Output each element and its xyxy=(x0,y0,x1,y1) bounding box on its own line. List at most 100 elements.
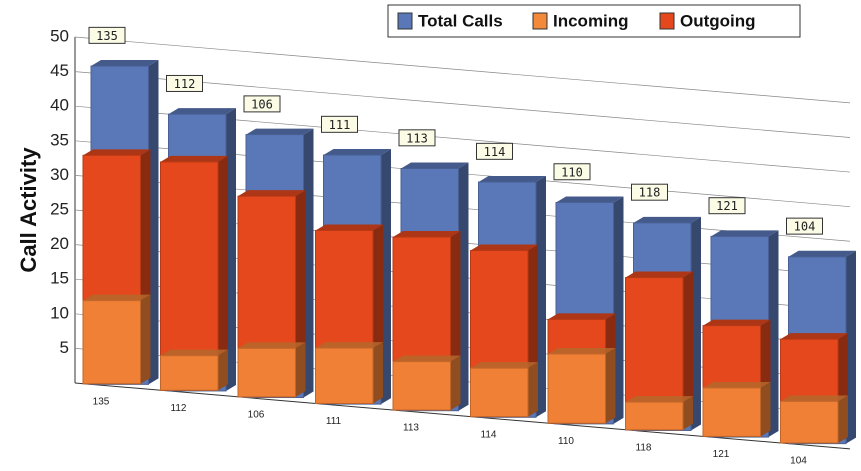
bar-top xyxy=(470,244,538,251)
bar xyxy=(82,300,141,385)
bar xyxy=(392,355,461,411)
bar-side xyxy=(303,128,314,398)
bar-top xyxy=(238,342,306,349)
bar-top xyxy=(323,149,391,156)
legend-swatch xyxy=(659,12,675,30)
bar xyxy=(780,395,848,444)
bar-side xyxy=(218,155,228,391)
x-tick-label: 113 xyxy=(403,423,419,434)
data-label: 111 xyxy=(329,118,351,132)
legend-label: Total Calls xyxy=(418,11,503,30)
bar-top xyxy=(788,250,856,257)
y-tick-label: 20 xyxy=(50,234,69,253)
y-tick-label: 15 xyxy=(50,269,69,288)
data-label: 118 xyxy=(639,186,661,200)
bar-side xyxy=(683,396,693,430)
bar-side xyxy=(295,342,306,397)
bar xyxy=(547,353,606,424)
bar-top xyxy=(168,108,236,115)
y-tick-label: 10 xyxy=(50,303,69,322)
x-tick-label: 104 xyxy=(790,456,807,467)
bar-top xyxy=(780,333,848,340)
bar xyxy=(470,367,529,418)
bar xyxy=(547,348,616,424)
legend-swatch xyxy=(397,12,413,30)
bar-top xyxy=(393,231,461,238)
y-tick-label: 5 xyxy=(60,338,69,357)
y-tick-label: 25 xyxy=(50,199,69,218)
label-box xyxy=(166,74,203,92)
x-tick-label: 111 xyxy=(326,416,342,427)
bar-side xyxy=(768,230,779,438)
bar-top xyxy=(83,294,151,301)
bar-side xyxy=(226,108,236,391)
x-tick-label: 114 xyxy=(481,429,497,440)
data-label: 114 xyxy=(484,145,506,159)
bar-top xyxy=(556,196,624,203)
label-box xyxy=(553,163,591,181)
bar-top xyxy=(160,349,228,356)
bar-side xyxy=(381,149,391,405)
y-tick-label: 30 xyxy=(50,165,69,184)
bar-top xyxy=(478,176,546,183)
bar xyxy=(555,196,624,425)
bar-top xyxy=(780,395,848,402)
bar-side xyxy=(140,294,151,384)
x-axis xyxy=(74,382,851,450)
label-box xyxy=(398,129,436,147)
bar-side xyxy=(536,176,546,418)
bar-side xyxy=(846,250,856,444)
bar xyxy=(470,362,538,418)
label-box xyxy=(88,26,126,44)
bar xyxy=(237,342,306,398)
label-box xyxy=(631,183,668,201)
bar-top xyxy=(393,355,461,362)
grid-line xyxy=(74,71,851,138)
bar-side xyxy=(605,348,616,424)
bar-top xyxy=(401,162,469,169)
bar-top xyxy=(246,128,314,135)
bar xyxy=(625,396,693,431)
bar-top xyxy=(711,230,779,237)
bar-side xyxy=(760,381,771,437)
x-tick-label: 118 xyxy=(636,442,652,453)
bar-top xyxy=(625,271,693,278)
bar xyxy=(315,342,383,404)
label-box xyxy=(786,217,823,235)
data-label: 121 xyxy=(716,199,738,213)
bar xyxy=(625,401,684,431)
bar-top xyxy=(238,190,306,197)
data-label: 110 xyxy=(561,165,583,179)
bar-side xyxy=(218,349,228,391)
bar-side xyxy=(450,355,461,411)
y-tick-label: 40 xyxy=(50,96,69,115)
bar-top xyxy=(83,149,151,156)
bar-top xyxy=(548,348,616,355)
data-label: 113 xyxy=(406,131,428,145)
bar xyxy=(160,349,228,391)
x-tick-label: 135 xyxy=(93,396,110,407)
bar-top xyxy=(633,216,701,223)
data-label: 104 xyxy=(794,220,816,234)
bar-side xyxy=(613,196,624,424)
legend-label: Outgoing xyxy=(680,11,756,30)
x-tick-label: 112 xyxy=(171,403,187,414)
bar xyxy=(160,355,219,391)
data-label: 112 xyxy=(174,77,196,91)
label-box xyxy=(476,142,513,160)
bar-side xyxy=(458,162,469,411)
grid-line xyxy=(74,36,851,104)
bar xyxy=(237,347,296,398)
y-tick-label: 45 xyxy=(50,61,69,80)
x-tick-label: 106 xyxy=(248,409,265,420)
bar-side xyxy=(691,216,701,431)
x-tick-label: 121 xyxy=(713,449,730,460)
y-tick-label: 35 xyxy=(50,130,69,149)
bar-top xyxy=(470,362,538,369)
x-tick-label: 110 xyxy=(558,436,574,447)
bar-side xyxy=(683,271,693,430)
bar-top xyxy=(703,381,771,388)
bar-side xyxy=(148,60,159,385)
bar-top xyxy=(703,319,771,326)
